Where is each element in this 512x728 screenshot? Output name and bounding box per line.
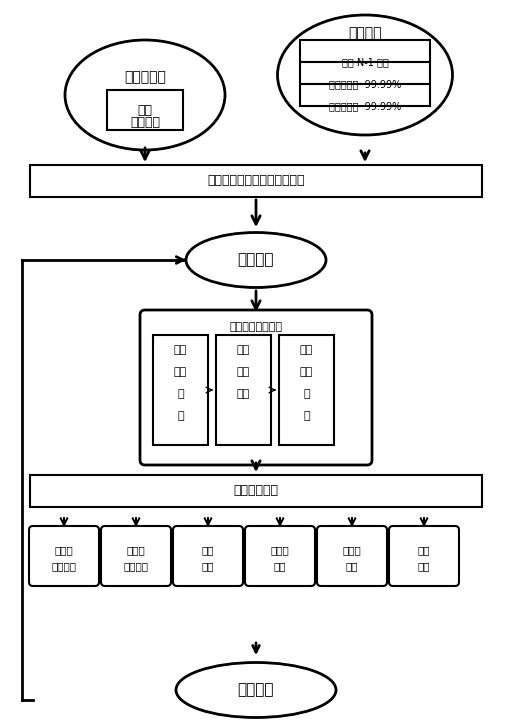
Text: 优化: 优化 (418, 561, 430, 571)
Text: 执行结果: 执行结果 (238, 683, 274, 697)
FancyBboxPatch shape (107, 90, 183, 130)
Text: 需求侧: 需求侧 (343, 545, 361, 555)
Text: 控制: 控制 (202, 561, 214, 571)
Ellipse shape (278, 15, 453, 135)
Text: 优化: 优化 (174, 345, 187, 355)
FancyBboxPatch shape (101, 526, 171, 586)
Text: 优化调度决策: 优化调度决策 (233, 485, 279, 497)
Text: 网络: 网络 (138, 103, 153, 116)
Ellipse shape (186, 232, 326, 288)
Text: 输: 输 (303, 389, 310, 399)
Text: 目标: 目标 (174, 367, 187, 377)
Text: 配电网: 配电网 (126, 545, 145, 555)
Ellipse shape (176, 662, 336, 718)
Text: 配电网现状: 配电网现状 (124, 70, 166, 84)
Text: 全局优化调度方案: 全局优化调度方案 (229, 322, 283, 332)
Text: 出: 出 (303, 411, 310, 421)
FancyBboxPatch shape (300, 62, 430, 84)
FancyBboxPatch shape (300, 40, 430, 62)
Text: 函: 函 (177, 389, 184, 399)
Text: 重构优化: 重构优化 (52, 561, 76, 571)
Text: 约束条件: 约束条件 (348, 26, 382, 40)
FancyBboxPatch shape (317, 526, 387, 586)
Text: 数: 数 (177, 411, 184, 421)
Ellipse shape (65, 40, 225, 150)
Text: 电压合格率  99.99%: 电压合格率 99.99% (329, 101, 401, 111)
Text: 主动: 主动 (418, 545, 430, 555)
FancyBboxPatch shape (30, 475, 482, 507)
Text: 分布式: 分布式 (271, 545, 289, 555)
Text: 拓扑关系: 拓扑关系 (130, 116, 160, 130)
Text: 管理: 管理 (346, 561, 358, 571)
Text: 形成: 形成 (237, 345, 250, 355)
Text: 配电网: 配电网 (55, 545, 73, 555)
Text: 优化: 优化 (300, 345, 313, 355)
FancyBboxPatch shape (279, 335, 334, 445)
FancyBboxPatch shape (389, 526, 459, 586)
Text: 策略: 策略 (300, 367, 313, 377)
Text: 电源: 电源 (274, 561, 286, 571)
Text: 方案: 方案 (237, 389, 250, 399)
Text: 优化目标: 优化目标 (238, 253, 274, 267)
FancyBboxPatch shape (245, 526, 315, 586)
FancyBboxPatch shape (300, 84, 430, 106)
Text: 满足 N-1 允许: 满足 N-1 允许 (342, 57, 389, 67)
FancyBboxPatch shape (216, 335, 271, 445)
FancyBboxPatch shape (153, 335, 208, 445)
Text: 故障处理: 故障处理 (123, 561, 148, 571)
Text: 供电可靠率  99.99%: 供电可靠率 99.99% (329, 79, 401, 89)
Text: 优化: 优化 (237, 367, 250, 377)
FancyBboxPatch shape (140, 310, 372, 465)
Text: 综合调出率优化调度评价体系: 综合调出率优化调度评价体系 (207, 175, 305, 188)
FancyBboxPatch shape (173, 526, 243, 586)
FancyBboxPatch shape (29, 526, 99, 586)
FancyBboxPatch shape (30, 165, 482, 197)
Text: 无功: 无功 (202, 545, 214, 555)
